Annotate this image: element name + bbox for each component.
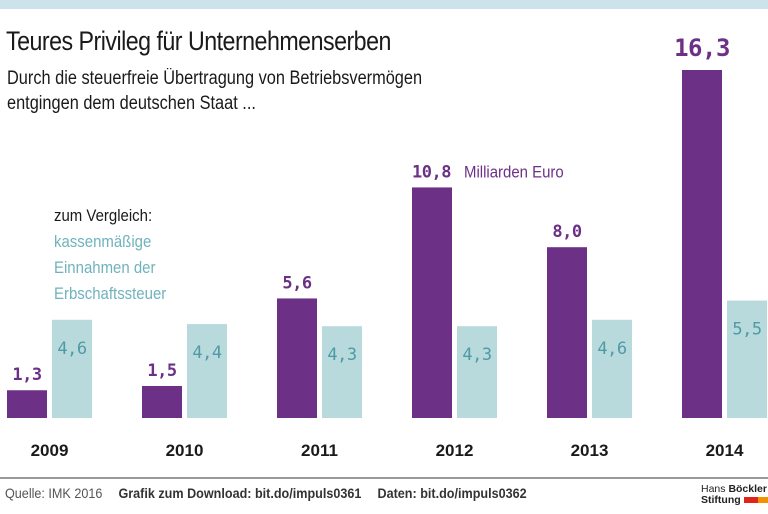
value-label-primary-2010: 1,5 [147, 361, 176, 381]
x-tick-label-2013: 2013 [571, 441, 609, 460]
hans-boeckler-logo: Hans Böckler Stiftung [701, 484, 768, 506]
value-label-secondary-2014: 5,5 [732, 320, 761, 340]
logo-text-boeckler: Böckler [728, 483, 767, 495]
bar-primary-2011 [277, 298, 317, 418]
value-label-primary-2009: 1,3 [12, 365, 41, 385]
logo-text-stiftung: Stiftung [701, 494, 741, 506]
x-tick-label-2009: 2009 [31, 441, 69, 460]
value-label-secondary-2013: 4,6 [597, 339, 626, 359]
value-label-primary-2014: 16,3 [674, 34, 730, 62]
bar-secondary-2012 [457, 326, 497, 418]
bar-primary-2014 [682, 70, 722, 418]
legend-line-3: Erbschaftssteuer [54, 284, 167, 303]
bar-primary-2013 [547, 247, 587, 418]
footer-divider [0, 477, 768, 479]
value-label-primary-2011: 5,6 [282, 273, 311, 293]
chart-subtitle: Durch die steuerfreie Übertragung von Be… [7, 66, 422, 116]
subtitle-line-1: Durch die steuerfreie Übertragung von Be… [7, 68, 423, 89]
unit-annotation: Milliarden Euro [464, 164, 564, 182]
legend-line-1: kassenmäßige [54, 232, 152, 251]
legend-heading: zum Vergleich: [54, 206, 153, 225]
bar-secondary-2014 [727, 300, 767, 418]
bar-primary-2012 [412, 187, 452, 418]
bar-secondary-2009 [52, 319, 92, 418]
download-link[interactable]: Grafik zum Download: bit.do/impuls0361 [118, 485, 362, 501]
footer: Quelle: IMK 2016 Grafik zum Download: bi… [5, 485, 539, 501]
logo-orange-bar-icon [757, 497, 768, 504]
bar-primary-2009 [7, 390, 47, 418]
x-tick-label-2010: 2010 [166, 441, 204, 460]
legend-line-2: Einnahmen der [54, 258, 156, 277]
value-label-primary-2013: 8,0 [552, 222, 581, 242]
value-label-primary-2012: 10,8 [412, 162, 451, 182]
chart-title: Teures Privileg für Unternehmenserben [6, 26, 391, 56]
value-label-secondary-2009: 4,6 [57, 339, 86, 359]
subtitle-line-2: entgingen dem deutschen Staat ... [7, 93, 256, 114]
legend: zum Vergleich: kassenmäßige Einnahmen de… [54, 203, 166, 307]
bar-primary-2010 [142, 385, 182, 418]
x-tick-label-2012: 2012 [436, 441, 474, 460]
bar-secondary-2013 [592, 319, 632, 418]
x-tick-label-2011: 2011 [301, 441, 338, 460]
bar-secondary-2010 [187, 324, 227, 418]
x-tick-label-2014: 2014 [706, 441, 744, 460]
data-link[interactable]: Daten: bit.do/impuls0362 [377, 485, 527, 501]
logo-text-hans: Hans [701, 483, 726, 495]
bar-secondary-2011 [322, 326, 362, 418]
value-label-secondary-2010: 4,4 [192, 343, 221, 363]
value-label-secondary-2011: 4,3 [327, 345, 356, 365]
source-text: Quelle: IMK 2016 [5, 485, 103, 501]
logo-red-bar-icon [743, 497, 758, 504]
top-accent-bar [0, 0, 768, 9]
value-label-secondary-2012: 4,3 [462, 345, 491, 365]
